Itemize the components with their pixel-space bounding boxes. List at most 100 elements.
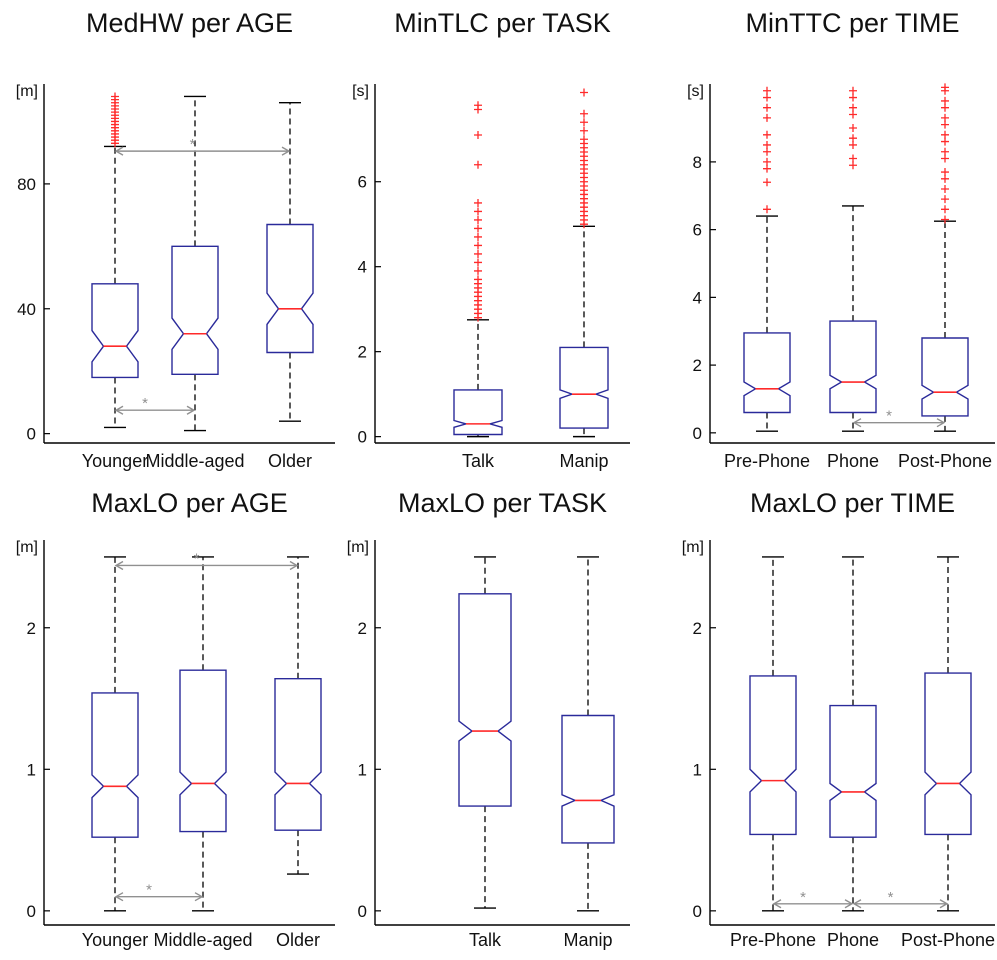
significance-bracket: * (852, 408, 946, 428)
y-tick-label: 2 (358, 343, 367, 362)
outlier-marker (474, 249, 482, 258)
outlier-marker (580, 118, 588, 127)
notched-box (561, 714, 615, 844)
box-phone (829, 86, 877, 432)
x-category-label: Younger (82, 451, 148, 471)
y-tick-label: 0 (27, 425, 36, 444)
chart-title: MaxLO per TASK (398, 488, 607, 518)
significance-label: * (800, 889, 806, 906)
outlier-marker (941, 113, 949, 122)
outlier-marker (474, 258, 482, 267)
outlier-marker (941, 154, 949, 163)
y-tick-label: 80 (17, 175, 36, 194)
outlier-marker (941, 96, 949, 105)
outlier-marker (941, 103, 949, 112)
chart-panel-maxlo-age: MaxLO per AGE [m] 0 1 2 Younger Middle-aged Old… (16, 488, 335, 950)
outlier-marker (763, 103, 771, 112)
significance-arrow-right (939, 899, 949, 909)
box-talk (458, 556, 512, 909)
notched-box (453, 389, 503, 436)
significance-bracket: * (114, 136, 291, 156)
outlier-marker (849, 161, 857, 170)
outlier-marker (763, 157, 771, 166)
outlier-marker (849, 140, 857, 149)
box-older (266, 102, 314, 422)
chart-panel-maxlo-time: MaxLO per TIME [m] 0 1 2 Pre-Phone Phone Post-P… (682, 488, 995, 950)
chart-panel-minttc-time: MinTTC per TIME [s] 0 2 4 6 8 Pre-Phone Phone Pos… (687, 8, 995, 471)
significance-arrow-right (289, 560, 299, 571)
box-talk (453, 101, 503, 438)
notched-box (921, 337, 969, 417)
outlier-marker (474, 101, 482, 110)
x-category-label: Older (268, 451, 312, 471)
box-post-phone (921, 83, 969, 432)
y-tick-label: 0 (27, 902, 36, 921)
outlier-marker (763, 130, 771, 139)
y-tick-label: 8 (693, 153, 702, 172)
outlier-marker (941, 137, 949, 146)
box-post-phone (924, 556, 972, 912)
y-tick-label: 2 (27, 619, 36, 638)
x-category-label: Pre-Phone (724, 451, 810, 471)
box-manip (559, 88, 609, 438)
significance-bracket: * (114, 550, 299, 571)
y-tick-label: 1 (693, 760, 702, 779)
outlier-marker (763, 113, 771, 122)
notched-box (458, 593, 512, 807)
outlier-marker (763, 147, 771, 156)
outlier-marker (849, 110, 857, 119)
outlier-marker (474, 207, 482, 216)
significance-bracket: * (852, 889, 949, 909)
outlier-marker (474, 275, 482, 284)
box-manip (561, 556, 615, 912)
significance-arrow-left (772, 899, 782, 909)
outlier-marker (580, 109, 588, 118)
notched-box (924, 672, 972, 836)
x-category-label: Talk (469, 930, 502, 950)
notched-box (266, 223, 314, 354)
significance-label: * (194, 550, 200, 567)
x-category-label: Pre-Phone (730, 930, 816, 950)
significance-bracket: * (114, 395, 196, 415)
x-category-label: Talk (462, 451, 495, 471)
outlier-marker (941, 147, 949, 156)
notched-box (179, 669, 227, 833)
y-tick-label: 0 (358, 902, 367, 921)
significance-arrow-left (114, 405, 124, 415)
outlier-marker (941, 83, 949, 92)
notched-box (274, 678, 322, 831)
y-tick-label: 2 (358, 619, 367, 638)
outlier-marker (763, 164, 771, 173)
x-category-label: Manip (559, 451, 608, 471)
outlier-marker (849, 103, 857, 112)
chart-title: MedHW per AGE (86, 8, 293, 38)
significance-arrow-left (852, 899, 862, 909)
significance-arrow-right (936, 418, 946, 428)
y-tick-label: 4 (693, 288, 702, 307)
outlier-marker (474, 160, 482, 169)
y-unit-label: [s] (352, 83, 369, 100)
outlier-marker (763, 140, 771, 149)
outlier-marker (763, 86, 771, 95)
outlier-marker (474, 266, 482, 275)
outlier-marker (474, 232, 482, 241)
outlier-marker (941, 174, 949, 183)
x-category-label: Post-Phone (901, 930, 995, 950)
outlier-marker (849, 93, 857, 102)
chart-title: MaxLO per TIME (750, 488, 955, 518)
outlier-marker (580, 135, 588, 144)
x-category-label: Younger (82, 930, 148, 950)
significance-label: * (886, 408, 892, 425)
y-tick-label: 2 (693, 356, 702, 375)
significance-arrow-left (114, 560, 124, 571)
y-tick-label: 1 (358, 760, 367, 779)
y-tick-label: 1 (27, 760, 36, 779)
notched-box (749, 675, 797, 836)
significance-label: * (190, 136, 196, 153)
y-unit-label: [m] (16, 83, 38, 100)
box-middle-aged (179, 556, 227, 912)
significance-arrow-right (844, 899, 854, 909)
outlier-marker (849, 86, 857, 95)
